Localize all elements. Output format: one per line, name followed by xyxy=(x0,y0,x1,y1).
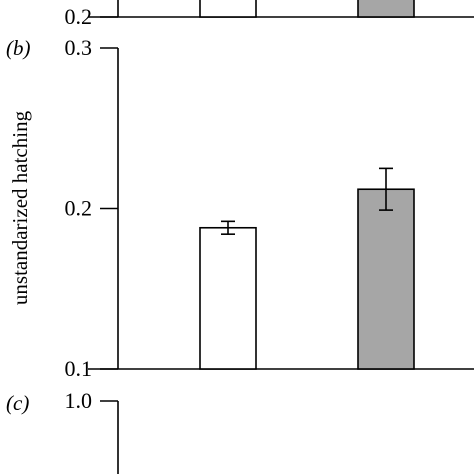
panel-c: (c) 1.0 xyxy=(6,388,119,474)
panel-c-tick-label: 1.0 xyxy=(65,388,93,413)
panel-b-ticks: 0.1 0.2 0.3 xyxy=(65,35,118,381)
panel-b: (b) unstandarized hatching 0.1 0.2 0.3 xyxy=(6,35,474,381)
panel-b-bar-2 xyxy=(357,188,415,370)
panel-b-error-bar-1 xyxy=(221,220,235,235)
panel-b-bars xyxy=(199,167,415,370)
panel-a-bar-2 xyxy=(357,0,415,18)
panel-b-tick-label: 0.3 xyxy=(65,35,93,60)
panel-a-bar-1 xyxy=(199,0,257,18)
panel-c-label: (c) xyxy=(6,391,29,415)
panel-b-y-axis-title: unstandarized hatching xyxy=(8,110,32,305)
panel-b-error-bar-2 xyxy=(379,167,393,211)
panel-b-tick-label: 0.2 xyxy=(65,196,93,221)
panel-b-label: (b) xyxy=(6,36,31,60)
panel-b-tick-label: 0.1 xyxy=(65,356,93,381)
panel-a: 0.2 xyxy=(65,0,474,29)
panel-a-tick-label: 0.2 xyxy=(65,4,93,29)
panel-b-bar-1 xyxy=(199,226,257,370)
